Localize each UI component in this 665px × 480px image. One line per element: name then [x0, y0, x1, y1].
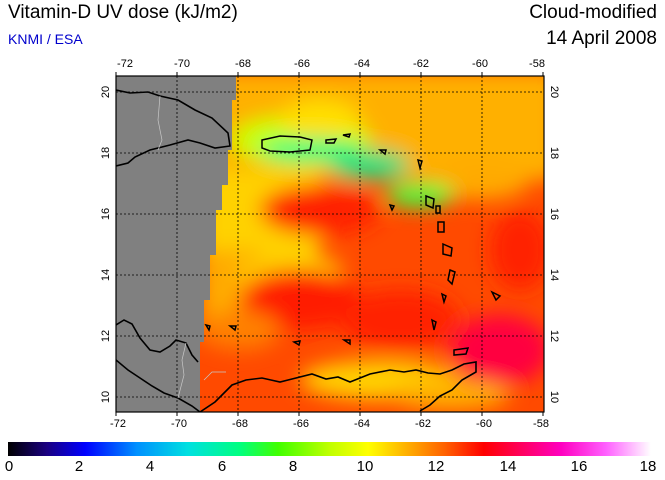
colorbar-label: 4 — [145, 458, 155, 475]
graticule — [116, 76, 544, 412]
lat-tick-left: 12 — [100, 330, 112, 342]
lon-tick-bottom: -60 — [476, 418, 492, 430]
lon-tick-top: -58 — [529, 58, 545, 70]
lon-tick-top: -60 — [472, 58, 488, 70]
lon-tick-top: -70 — [174, 58, 190, 70]
date-label: 14 April 2008 — [546, 28, 657, 49]
lon-tick-bottom: -70 — [171, 418, 187, 430]
lat-tick-right: 16 — [548, 208, 560, 220]
product-type-label: Cloud-modified — [529, 2, 657, 23]
map-title: Vitamin-D UV dose (kJ/m2) — [8, 2, 238, 23]
lon-tick-bottom: -72 — [110, 418, 126, 430]
credit-label: KNMI / ESA — [8, 31, 83, 47]
lon-tick-top: -64 — [354, 58, 370, 70]
borders — [157, 95, 226, 399]
lon-tick-top: -62 — [413, 58, 429, 70]
colorbar-label: 10 — [356, 458, 374, 475]
caribbean-islands — [204, 133, 502, 356]
colorbar-label: 6 — [217, 458, 227, 475]
lon-tick-bottom: -68 — [232, 418, 248, 430]
lat-tick-right: 20 — [548, 86, 560, 98]
lat-tick-right: 14 — [548, 269, 560, 281]
lat-tick-left: 18 — [100, 147, 112, 159]
map-frame — [115, 75, 545, 413]
frame-ticks — [115, 72, 544, 416]
lat-tick-right: 18 — [548, 147, 560, 159]
colorbar-label: 0 — [4, 458, 14, 475]
no-data-area — [116, 76, 236, 412]
coastlines — [116, 89, 477, 412]
lon-tick-bottom: -66 — [293, 418, 309, 430]
lon-tick-top: -66 — [294, 58, 310, 70]
lon-tick-bottom: -62 — [415, 418, 431, 430]
lat-tick-left: 14 — [100, 269, 112, 281]
lat-tick-right: 12 — [548, 330, 560, 342]
colorbar-label: 16 — [570, 458, 588, 475]
lat-tick-left: 16 — [100, 208, 112, 220]
colorbar-label: 12 — [427, 458, 445, 475]
lat-tick-left: 20 — [100, 86, 112, 98]
lon-tick-bottom: -58 — [533, 418, 549, 430]
colorbar-label: 18 — [639, 458, 657, 475]
lon-tick-top: -68 — [235, 58, 251, 70]
colorbar — [8, 442, 651, 456]
colorbar-label: 8 — [288, 458, 298, 475]
lat-tick-left: 10 — [100, 391, 112, 403]
colorbar-label: 2 — [74, 458, 84, 475]
lon-tick-top: -72 — [117, 58, 133, 70]
lon-tick-bottom: -64 — [354, 418, 370, 430]
lat-tick-right: 10 — [548, 391, 560, 403]
uv-field — [200, 76, 544, 410]
colorbar-label: 14 — [499, 458, 517, 475]
